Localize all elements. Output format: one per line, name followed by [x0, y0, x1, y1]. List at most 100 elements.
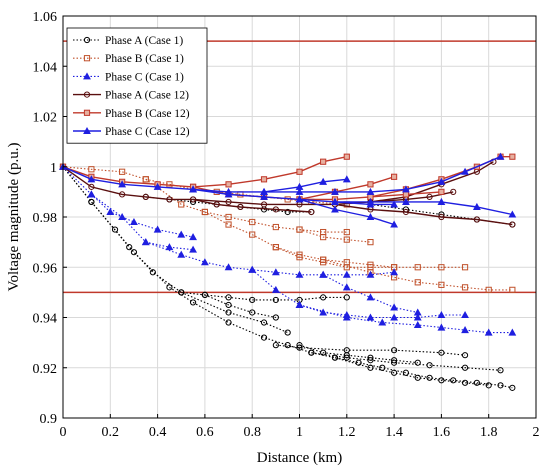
data-point: [189, 185, 197, 193]
legend-entry: Phase C (Case 1): [73, 71, 184, 83]
series-line: [263, 178, 347, 193]
series-line: [62, 161, 494, 206]
data-point: [379, 364, 386, 371]
data-point: [378, 318, 387, 326]
data-point: [260, 176, 268, 183]
data-point: [331, 197, 339, 205]
data-point: [295, 182, 304, 190]
data-point: [225, 294, 232, 301]
data-point: [391, 359, 398, 366]
data-point: [225, 213, 232, 221]
data-point: [296, 342, 303, 349]
x-tick-label: 0.8: [243, 425, 261, 440]
data-point: [119, 168, 126, 175]
data-point: [366, 270, 375, 278]
data-point: [213, 201, 220, 208]
data-point: [402, 185, 410, 193]
data-point: [308, 349, 315, 356]
series-line: [145, 178, 347, 233]
series-line: [334, 357, 489, 386]
data-point: [473, 216, 480, 223]
data-point: [508, 210, 517, 218]
data-point: [413, 308, 422, 316]
data-point: [106, 207, 115, 215]
data-point: [165, 243, 174, 251]
data-point: [166, 196, 173, 203]
data-point: [366, 197, 375, 205]
axis-ticks: 0 0.2 0.4 0.6 0.8 1 1.2 1.4 1.6 1.8 2 0.9 0.92 0.94 0.…: [33, 10, 540, 440]
series-line: [181, 291, 288, 334]
data-point: [249, 309, 256, 316]
y-axis-label: Voltage magnitude (p.u.): [6, 143, 22, 292]
data-point: [141, 238, 150, 246]
legend-entry: Phase A (Case 1): [73, 35, 183, 47]
data-point: [189, 245, 197, 253]
x-tick-label: 0.6: [196, 425, 214, 440]
data-point: [260, 319, 268, 326]
series-line: [204, 211, 395, 268]
data-point: [342, 313, 351, 321]
data-point: [130, 218, 138, 226]
data-point: [342, 283, 351, 291]
data-point: [308, 208, 315, 216]
series-line: [62, 166, 513, 389]
y-tick-label: 1.04: [33, 60, 58, 75]
data-point: [438, 377, 445, 384]
y-tick-label: 0.9: [40, 412, 58, 427]
series-2: [59, 163, 516, 293]
data-point: [390, 313, 399, 321]
data-point: [260, 201, 268, 208]
data-point: [260, 192, 268, 200]
data-point: [189, 299, 197, 306]
data-point: [200, 258, 209, 266]
data-point: [320, 349, 327, 356]
legend-entry: Phase A (Case 12): [73, 90, 189, 102]
data-point: [295, 195, 304, 203]
data-point: [367, 357, 374, 364]
x-tick-label: 0.2: [102, 425, 120, 440]
data-point: [119, 191, 126, 198]
data-point: [391, 173, 398, 180]
y-tick-label: 0.98: [33, 211, 58, 226]
legend-entry: Phase B (Case 1): [73, 53, 184, 65]
legend-label: Phase C (Case 1): [105, 71, 184, 83]
data-point: [320, 234, 327, 241]
data-point: [461, 310, 469, 319]
series-line: [204, 294, 277, 319]
data-point: [87, 190, 96, 198]
data-point: [366, 313, 375, 321]
series-line: [299, 304, 513, 334]
data-point: [284, 342, 291, 349]
data-point: [461, 284, 469, 291]
legend-marker: [83, 36, 91, 44]
data-point: [391, 357, 398, 364]
data-point: [296, 168, 303, 175]
data-point: [271, 285, 280, 293]
series-line: [251, 269, 466, 319]
data-point: [237, 203, 244, 211]
legend-label: Phase B (Case 12): [105, 108, 190, 120]
data-point: [450, 188, 457, 195]
data-point: [509, 221, 516, 228]
data-point: [296, 226, 303, 233]
series-line: [275, 344, 466, 356]
data-point: [343, 347, 350, 354]
x-tick-label: 1: [296, 425, 303, 440]
data-point: [413, 321, 422, 329]
data-point: [295, 270, 304, 278]
data-point: [272, 206, 279, 213]
data-point: [413, 313, 422, 321]
data-point: [343, 354, 350, 361]
series-line: [311, 352, 501, 371]
data-point: [438, 213, 445, 221]
data-point: [319, 270, 328, 278]
data-point: [142, 176, 149, 183]
data-point: [426, 374, 433, 381]
legend-label: Phase A (Case 1): [105, 35, 183, 47]
data-point: [319, 308, 328, 316]
x-tick-label: 1.4: [385, 425, 403, 440]
data-point: [153, 182, 162, 190]
data-point: [414, 279, 421, 286]
series-3: [59, 162, 517, 336]
